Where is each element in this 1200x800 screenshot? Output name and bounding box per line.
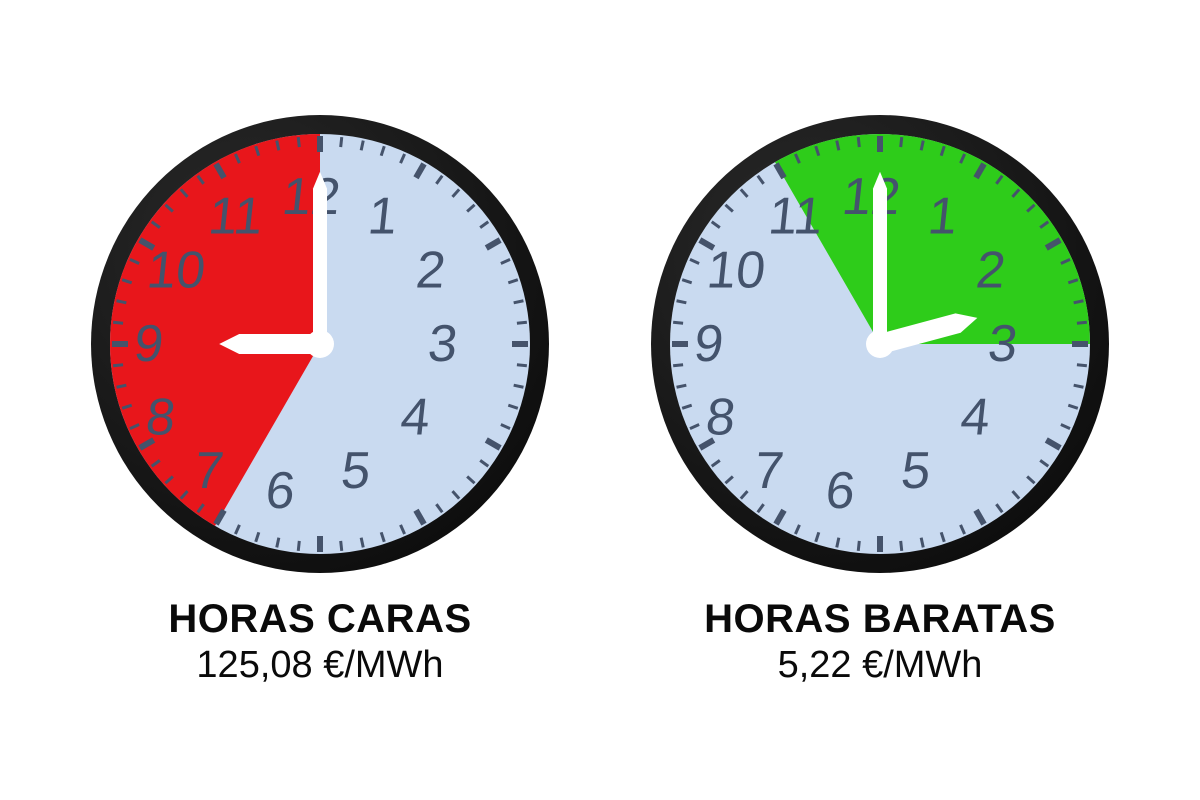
clocks-container: 123456789101112 HORAS CARAS 125,08 €/MWh… [90,114,1110,687]
clock-cheap: 123456789101112 [650,114,1110,579]
svg-text:3: 3 [425,315,460,373]
svg-text:12: 12 [839,168,903,226]
svg-text:2: 2 [973,241,1008,299]
svg-text:7: 7 [751,442,786,500]
svg-text:10: 10 [144,241,208,299]
svg-text:1: 1 [365,187,400,245]
price-cheap: 5,22 €/MWh [704,644,1056,687]
svg-text:10: 10 [704,241,768,299]
clock-expensive: 123456789101112 [90,114,550,579]
title-expensive: HORAS CARAS [168,597,471,642]
svg-text:4: 4 [398,388,433,446]
svg-text:8: 8 [703,388,738,446]
svg-text:9: 9 [691,315,726,373]
svg-text:8: 8 [143,388,178,446]
svg-text:5: 5 [338,442,373,500]
svg-text:6: 6 [263,462,298,520]
svg-text:6: 6 [823,462,858,520]
caption-cheap: HORAS BARATAS 5,22 €/MWh [704,597,1056,687]
svg-text:5: 5 [898,442,933,500]
caption-expensive: HORAS CARAS 125,08 €/MWh [168,597,471,687]
svg-text:7: 7 [191,442,226,500]
svg-text:12: 12 [279,168,343,226]
panel-expensive: 123456789101112 HORAS CARAS 125,08 €/MWh [90,114,550,687]
svg-text:11: 11 [766,187,826,245]
title-cheap: HORAS BARATAS [704,597,1056,642]
svg-text:2: 2 [413,241,448,299]
price-expensive: 125,08 €/MWh [168,644,471,687]
panel-cheap: 123456789101112 HORAS BARATAS 5,22 €/MWh [650,114,1110,687]
svg-text:3: 3 [985,315,1020,373]
svg-text:9: 9 [131,315,166,373]
svg-text:4: 4 [958,388,993,446]
svg-text:11: 11 [206,187,266,245]
svg-text:1: 1 [925,187,960,245]
